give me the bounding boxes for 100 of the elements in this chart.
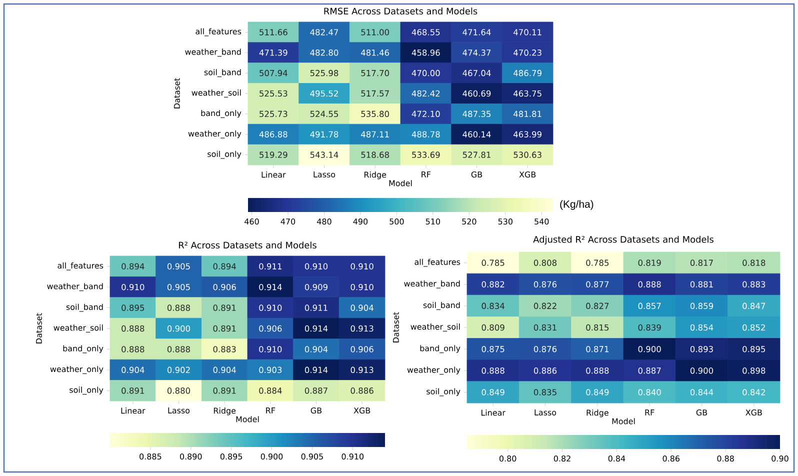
data-label: 0.888 — [638, 281, 661, 288]
data-label: 517.57 — [361, 90, 389, 97]
chart-title: Adjusted R² Across Datasets and Models — [533, 236, 714, 244]
data-label: 525.73 — [260, 110, 288, 118]
data-label: 0.891 — [122, 388, 144, 394]
data-label: 0.888 — [586, 368, 609, 374]
data-label: 486.79 — [514, 70, 542, 76]
data-label: 474.37 — [462, 50, 490, 56]
data-label: 0.895 — [122, 304, 144, 311]
data-label: 458.96 — [412, 50, 440, 56]
data-label: 0.894 — [213, 263, 236, 270]
data-label: 471.64 — [462, 29, 491, 36]
data-label: 0.809 — [482, 324, 504, 331]
data-label: 0.900 — [638, 346, 661, 352]
data-label: 0.903 — [259, 366, 282, 374]
data-label: 0.884 — [259, 388, 282, 394]
data-label: 0.818 — [742, 260, 766, 266]
data-label: 0.909 — [304, 284, 328, 290]
data-label: 0.905 — [167, 263, 190, 270]
data-label: 0.904 — [350, 304, 374, 311]
data-label: 0.887 — [304, 388, 328, 394]
data-label: 0.894 — [122, 263, 144, 270]
data-label: 0.886 — [350, 388, 374, 394]
data-label: 0.883 — [742, 281, 766, 288]
data-label: 0.914 — [304, 366, 328, 374]
data-label: 0.808 — [534, 260, 557, 266]
data-label: 0.911 — [259, 263, 282, 270]
data-label: 0.834 — [482, 302, 504, 310]
data-label: 0.904 — [122, 366, 144, 374]
data-label: 0.906 — [213, 284, 236, 290]
data-label: 472.10 — [412, 110, 440, 118]
data-label: 481.81 — [514, 110, 542, 118]
data-label: 0.854 — [690, 324, 714, 331]
data-label: 525.53 — [260, 90, 288, 97]
data-label: 525.98 — [310, 70, 338, 76]
data-label: 481.46 — [361, 50, 390, 56]
data-label: 518.68 — [361, 152, 389, 158]
data-label: 482.47 — [310, 29, 338, 36]
data-label: 0.900 — [167, 325, 190, 332]
data-label: 0.910 — [350, 284, 374, 290]
data-label: 491.78 — [310, 131, 338, 138]
data-label: 0.910 — [350, 263, 374, 270]
data-label: 0.888 — [122, 325, 144, 332]
color-bar-title: (Kg/ha) — [560, 200, 594, 210]
data-label: 524.55 — [310, 110, 338, 118]
data-label: 527.81 — [462, 152, 490, 158]
data-label: 0.910 — [304, 263, 328, 270]
data-label: 507.94 — [260, 70, 288, 76]
data-label: 487.35 — [462, 110, 490, 118]
data-label: 0.895 — [742, 346, 766, 352]
data-label: 482.80 — [310, 50, 338, 56]
data-label: 0.911 — [304, 304, 328, 311]
data-label: 0.891 — [213, 325, 236, 332]
data-label: 0.831 — [534, 324, 556, 331]
data-label: 0.891 — [213, 388, 236, 394]
data-label: 0.905 — [167, 284, 190, 290]
data-label: 0.819 — [638, 260, 661, 266]
data-label: 0.910 — [259, 346, 282, 352]
data-label: 463.99 — [514, 131, 542, 138]
data-label: 0.881 — [690, 281, 713, 288]
data-label: 0.839 — [638, 324, 661, 331]
data-label: 511.00 — [361, 29, 389, 36]
data-label: 468.55 — [412, 29, 440, 36]
data-label: 0.906 — [259, 325, 282, 332]
data-label: 530.63 — [514, 152, 542, 158]
data-label: 0.902 — [167, 366, 190, 374]
data-label: 467.04 — [462, 70, 491, 76]
data-label: 0.817 — [690, 260, 713, 266]
data-label: 463.75 — [514, 90, 542, 97]
chart-title: RMSE Across Datasets and Models — [324, 8, 478, 14]
data-label: 0.914 — [259, 284, 282, 290]
data-label: 0.852 — [742, 324, 765, 331]
data-label: 0.827 — [586, 302, 609, 310]
data-label: 0.876 — [534, 281, 557, 288]
data-label: 0.876 — [534, 346, 557, 352]
data-label: 517.70 — [361, 70, 389, 76]
data-label: 0.875 — [482, 346, 504, 352]
data-label: 471.39 — [259, 50, 288, 56]
data-label: 0.910 — [122, 284, 144, 290]
data-label: 0.906 — [350, 346, 374, 352]
data-label: 511.66 — [260, 29, 288, 36]
data-label: 0.815 — [586, 324, 609, 331]
data-label: 495.52 — [310, 90, 338, 97]
chart-title: R² Across Datasets and Models — [179, 242, 316, 248]
data-label: 0.887 — [638, 368, 661, 374]
data-label: 519.29 — [260, 152, 288, 158]
data-label: 0.859 — [690, 302, 713, 310]
data-label: 0.888 — [482, 368, 504, 374]
data-label: 482.42 — [412, 90, 440, 97]
data-label: 0.900 — [690, 368, 714, 374]
data-label: 487.11 — [361, 131, 389, 138]
data-label: 0.910 — [259, 304, 282, 311]
data-label: 0.888 — [167, 346, 190, 352]
data-label: 0.886 — [534, 368, 557, 374]
data-label: 533.69 — [412, 152, 440, 158]
data-label: 0.877 — [586, 281, 609, 288]
data-label: 460.69 — [462, 90, 491, 97]
data-label: 0.835 — [534, 389, 556, 396]
data-label: 470.00 — [412, 70, 440, 76]
data-label: 0.888 — [167, 304, 190, 311]
